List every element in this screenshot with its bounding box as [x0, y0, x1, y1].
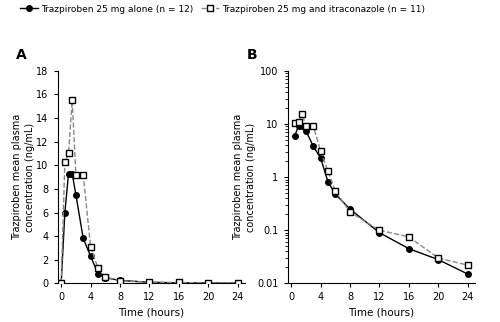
Text: A: A	[16, 48, 27, 62]
X-axis label: Time (hours): Time (hours)	[118, 308, 184, 318]
Y-axis label: Trazpiroben mean plasma
concentration (ng/mL): Trazpiroben mean plasma concentration (n…	[234, 114, 256, 240]
X-axis label: Time (hours): Time (hours)	[348, 308, 414, 318]
Y-axis label: Trazpiroben mean plasma
concentration (ng/mL): Trazpiroben mean plasma concentration (n…	[12, 114, 34, 240]
Legend: Trazpiroben 25 mg alone (n = 12), Trazpiroben 25 mg and itraconazole (n = 11): Trazpiroben 25 mg alone (n = 12), Trazpi…	[20, 5, 426, 14]
Text: B: B	[246, 48, 257, 62]
